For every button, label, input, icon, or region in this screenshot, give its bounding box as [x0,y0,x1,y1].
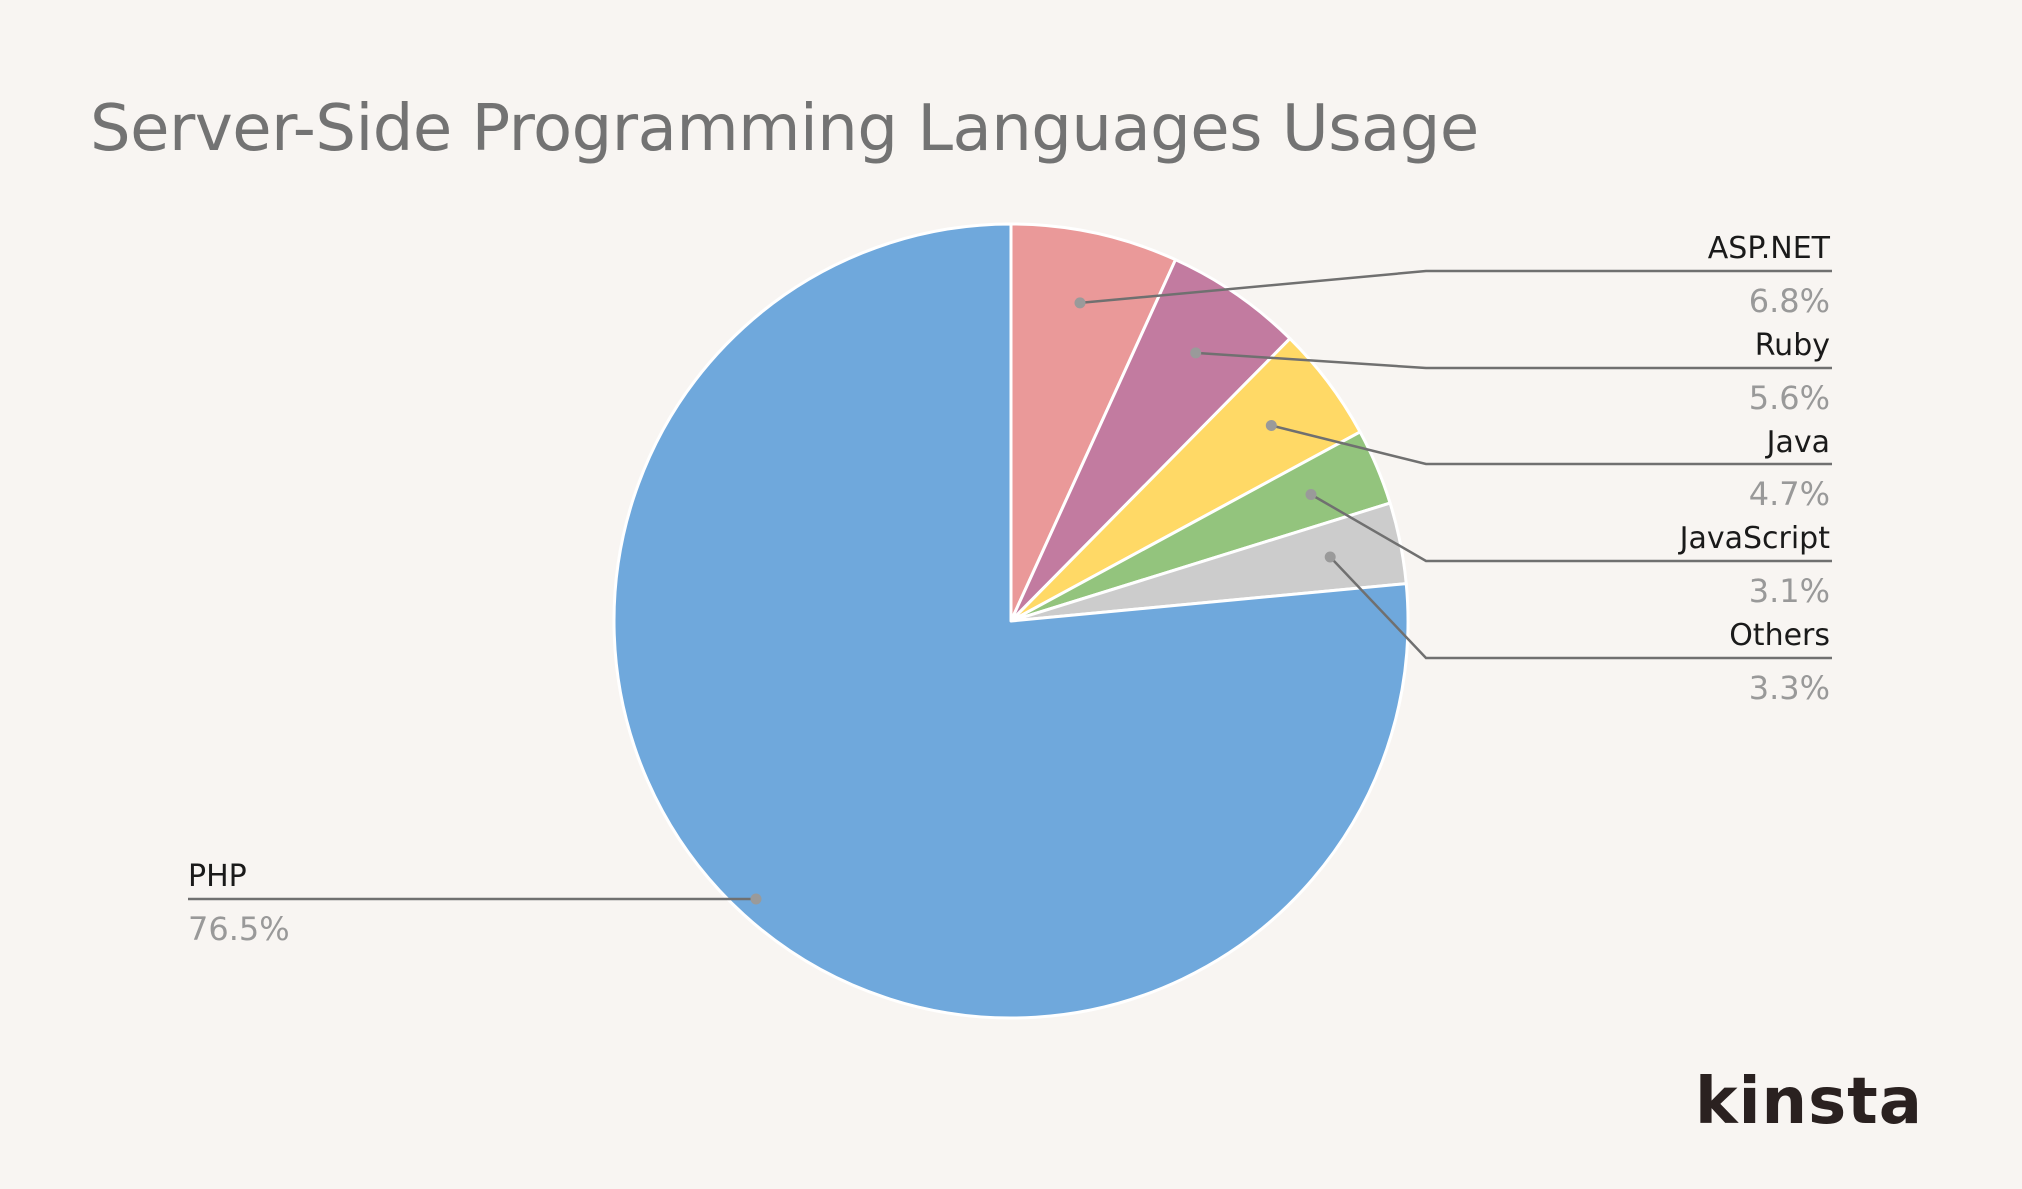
slice-label-java: Java [1765,425,1830,460]
slice-label-ruby: Ruby [1755,328,1830,363]
slice-label-javascript: JavaScript [1678,521,1831,556]
leader-dot-asp-net [1074,297,1086,309]
leader-dot-java [1265,420,1277,431]
leader-dot-ruby [1190,347,1202,359]
slice-value-asp-net: 6.8% [1749,282,1830,320]
slice-asp-net [1009,222,1178,623]
leader-dot-others [1324,551,1336,563]
leader-line-javascript [1310,493,1832,563]
leader-line-others [1329,556,1832,660]
slice-value-ruby: 5.6% [1749,379,1830,417]
slice-label-others: Others [1729,618,1830,653]
chart-title: Server-Side Programming Languages Usage [90,92,1479,166]
leader-dot-javascript [1305,489,1317,500]
leader-line-asp-net [1079,269,1832,305]
slice-php [612,222,1410,1020]
slice-label-php: PHP [188,859,247,894]
leader-line-java [1270,424,1832,466]
slice-ruby [1009,258,1292,623]
leader-line-ruby [1195,351,1832,370]
kinsta-logo: kinsta [1695,1065,1923,1139]
slice-value-java: 4.7% [1749,475,1830,513]
leader-dot-php [750,893,762,905]
slice-label-asp-net: ASP.NET [1708,231,1831,266]
slice-value-others: 3.3% [1749,669,1830,707]
slice-value-php: 76.5% [188,910,290,948]
slice-value-javascript: 3.1% [1749,572,1830,610]
